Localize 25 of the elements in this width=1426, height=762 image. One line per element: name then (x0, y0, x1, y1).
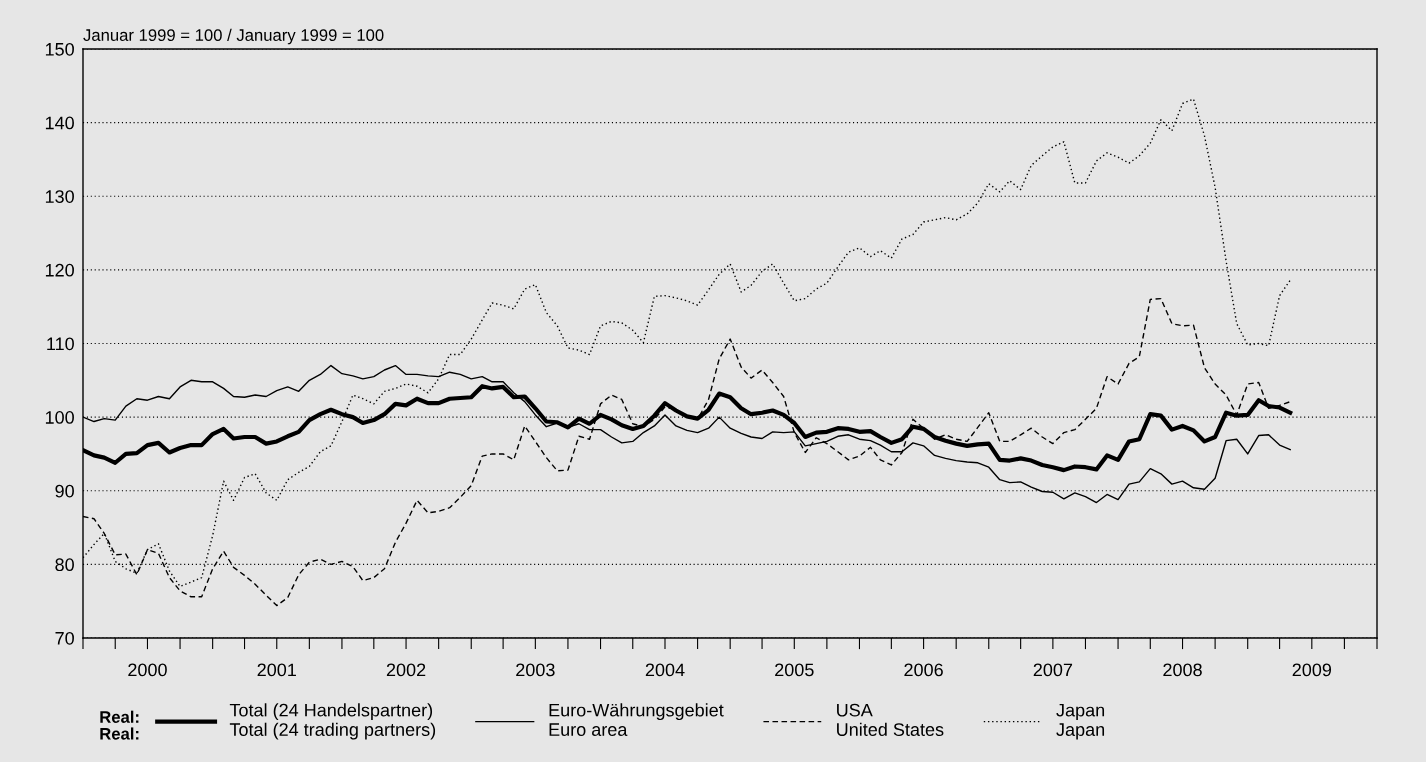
y-tick-label: 120 (45, 263, 74, 277)
legend-label: Euro-Währungsgebiet Euro area (549, 703, 724, 736)
x-tick-label: 2003 (516, 663, 555, 677)
legend-label: Japan Japan (1056, 703, 1105, 740)
legend-label: USA United States (837, 703, 944, 736)
y-tick-label: 130 (45, 190, 74, 203)
legend-label: Total (24 Handelspartner) Total (24 trading partners) (229, 703, 436, 740)
y-tick-label: 150 (45, 42, 74, 56)
x-tick-label: 2007 (1033, 663, 1073, 677)
x-tick-label: 2006 (904, 663, 943, 677)
y-tick-label: 100 (45, 411, 74, 424)
y-tick-label: 110 (47, 337, 74, 351)
y-tick-label: 70 (55, 631, 74, 645)
y-tick-label: 90 (55, 484, 74, 498)
x-tick-label: 2009 (1292, 663, 1332, 677)
y-tick-label: 140 (45, 116, 74, 130)
x-tick-label: 2001 (257, 663, 296, 677)
x-tick-label: 2004 (645, 663, 685, 677)
x-tick-label: 2002 (386, 663, 426, 677)
x-tick-label: 2005 (775, 663, 814, 677)
y-tick-label: 80 (55, 558, 74, 572)
x-tick-label: 2008 (1163, 663, 1202, 677)
legend-title: Real: Real: (100, 710, 139, 740)
x-tick-label: 2000 (128, 663, 167, 677)
y-axis-title: Januar 1999 = 100 / January 1999 = 100 (83, 28, 384, 45)
